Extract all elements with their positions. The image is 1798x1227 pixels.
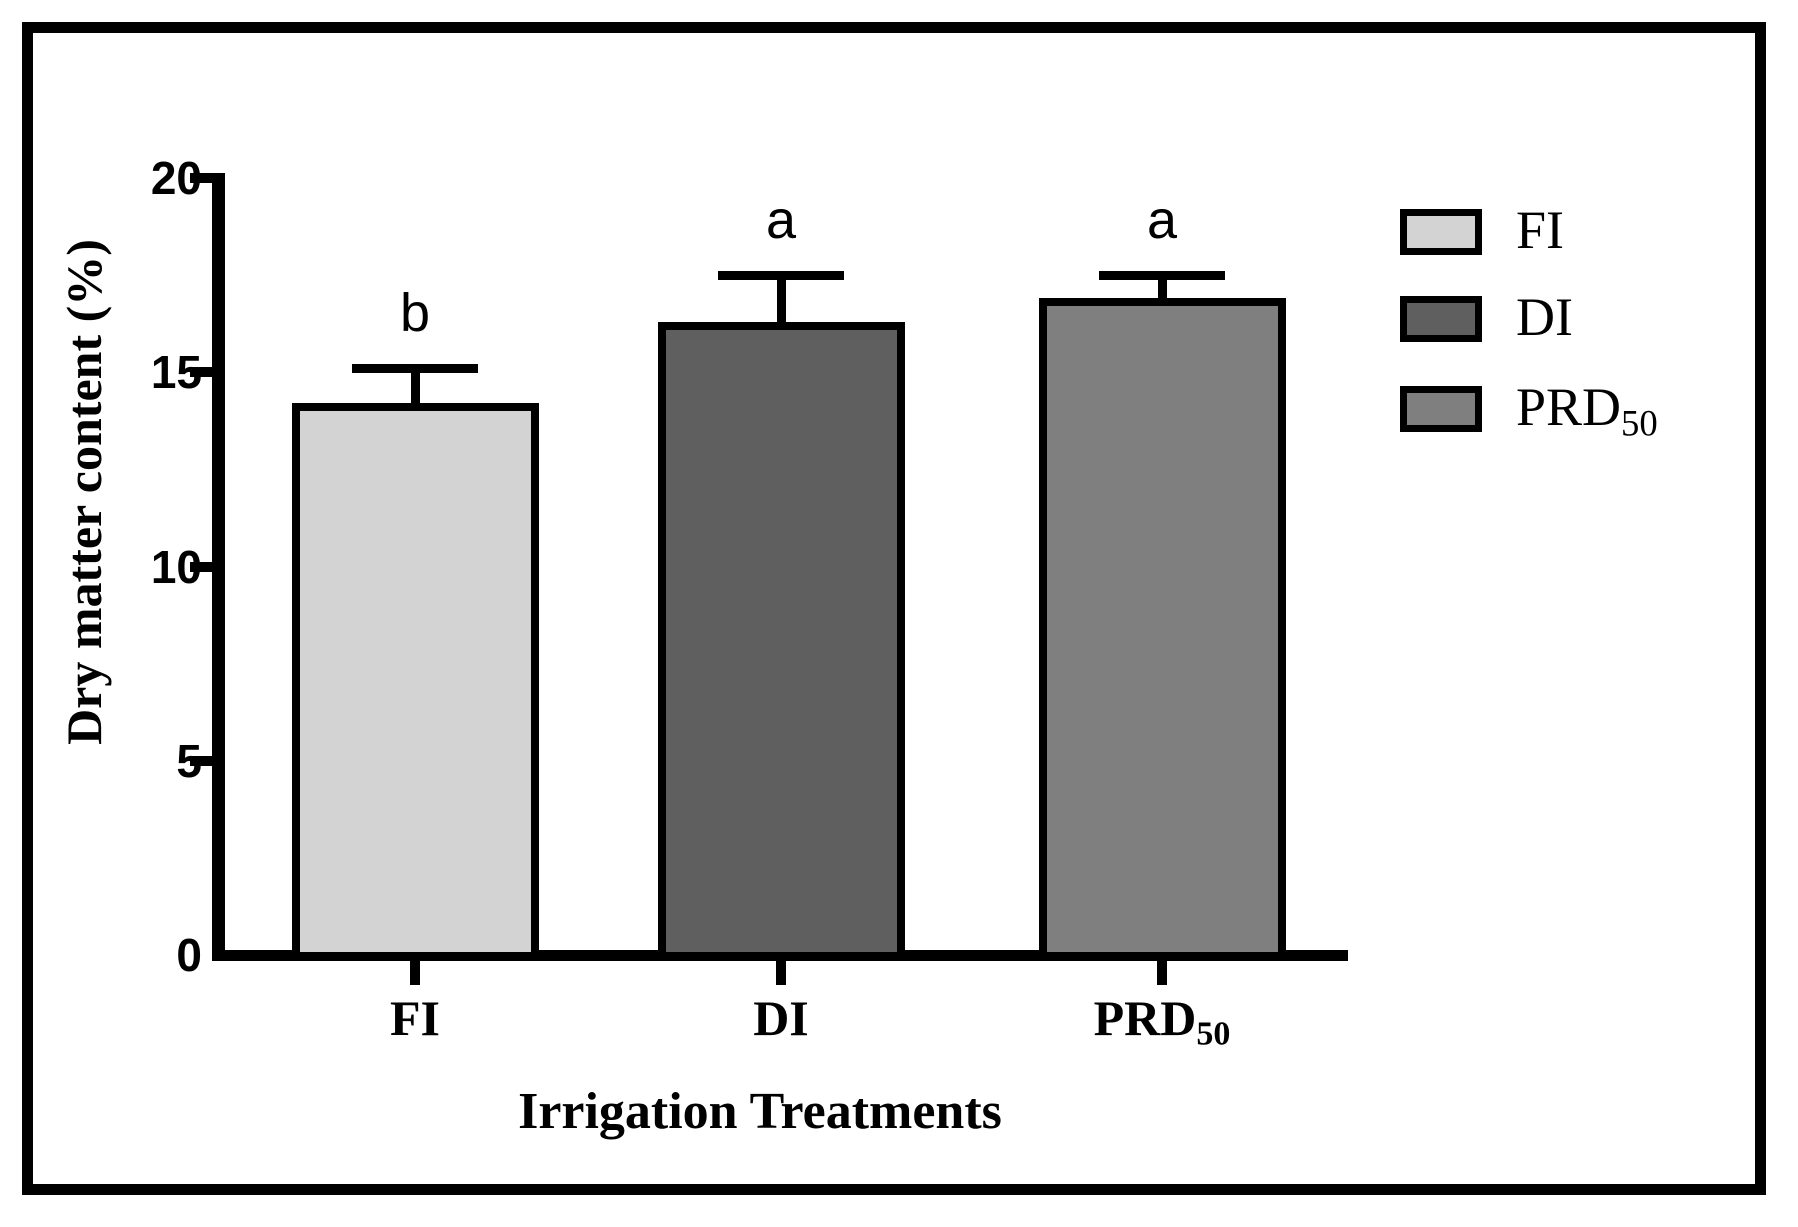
- legend-label-PRD: PRD50: [1516, 377, 1658, 444]
- error-bar-stem-DI: [776, 275, 786, 326]
- error-bar-stem-FI: [410, 368, 420, 408]
- y-tick-label-20: 20: [150, 152, 202, 204]
- legend-label-FI: FI: [1516, 200, 1565, 260]
- bar-PRD: [1038, 298, 1286, 961]
- y-tick-15: [190, 367, 225, 378]
- significance-letter-DI: a: [765, 190, 797, 251]
- x-tick-FI: [410, 960, 420, 985]
- significance-letter-FI: b: [399, 283, 431, 344]
- bar-DI: [657, 321, 905, 961]
- x-category-label-FI: FI: [390, 990, 440, 1046]
- x-category-label-DI: DI: [753, 990, 809, 1046]
- x-tick-DI: [776, 960, 786, 985]
- x-axis-title: Irrigation Treatments: [518, 1083, 1002, 1140]
- y-axis-title: Dry matter content (%): [56, 239, 112, 745]
- legend-swatch-DI: [1400, 296, 1482, 342]
- y-tick-10: [190, 561, 225, 572]
- bar-FI: [291, 403, 539, 961]
- y-tick-20: [190, 173, 225, 183]
- error-bar-cap-DI: [718, 270, 844, 280]
- significance-letter-PRD: a: [1146, 190, 1178, 251]
- error-bar-stem-PRD: [1157, 275, 1167, 303]
- y-tick-label-15: 15: [150, 346, 202, 399]
- x-tick-PRD: [1157, 960, 1167, 985]
- legend-swatch-FI: [1400, 209, 1482, 255]
- y-tick-label-0: 0: [176, 929, 202, 981]
- legend-label-DI: DI: [1516, 287, 1573, 347]
- y-tick-label-5: 5: [176, 734, 202, 787]
- legend-swatch-PRD: [1400, 386, 1482, 432]
- figure-border: [22, 22, 1766, 1195]
- y-tick-label-10: 10: [150, 540, 202, 593]
- y-tick-5: [190, 755, 225, 766]
- error-bar-cap-PRD: [1099, 270, 1225, 280]
- x-category-label-PRD: PRD50: [1093, 990, 1231, 1053]
- error-bar-cap-FI: [352, 363, 478, 373]
